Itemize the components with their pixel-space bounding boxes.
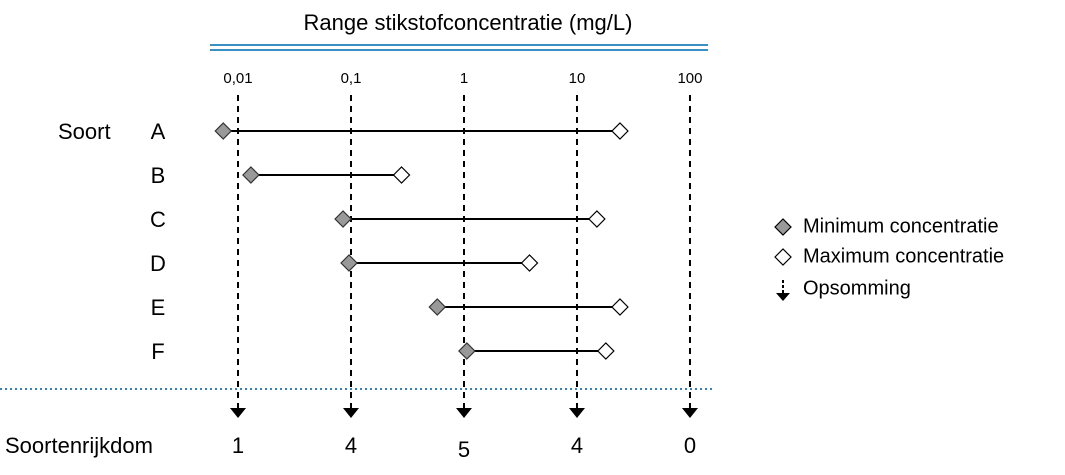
min-marker (214, 122, 233, 140)
x-tick-label: 10 (569, 70, 586, 87)
richness-value: 4 (345, 433, 357, 458)
chart-title: Range stikstofconcentratie (mg/L) (304, 10, 633, 35)
arrow-head (343, 408, 360, 418)
max-marker (596, 342, 615, 360)
richness-value: 5 (458, 437, 470, 462)
legend-label: Maximum concentratie (803, 245, 1004, 267)
category-label: D (150, 251, 166, 276)
legend-marker (774, 248, 792, 266)
category-label: E (151, 295, 166, 320)
legend-arrow (776, 293, 790, 301)
x-tick-label: 100 (677, 70, 702, 87)
arrow-head (681, 408, 698, 418)
max-marker (611, 122, 629, 140)
richness-value: 0 (684, 433, 696, 458)
category-label: A (151, 119, 166, 144)
arrow-head (230, 408, 247, 418)
x-tick-label: 1 (460, 70, 468, 87)
min-marker (428, 298, 447, 316)
max-marker (611, 298, 629, 316)
legend-label: Opsomming (803, 277, 911, 299)
y-axis-label: Soort (58, 119, 111, 144)
richness-label: Soortenrijkdom (5, 433, 153, 458)
category-label: C (150, 207, 166, 232)
min-marker (340, 254, 358, 272)
max-marker (520, 254, 539, 272)
legend-label: Minimum concentratie (803, 215, 999, 237)
x-tick-label: 0,1 (341, 70, 362, 87)
arrow-head (568, 408, 585, 418)
max-marker (392, 166, 411, 184)
category-label: B (151, 163, 166, 188)
min-marker (334, 210, 352, 228)
category-label: F (151, 339, 164, 364)
min-marker (242, 166, 260, 184)
richness-value: 1 (232, 433, 244, 458)
max-marker (588, 210, 606, 228)
x-tick-label: 0,01 (223, 70, 252, 87)
legend-marker (774, 218, 792, 236)
richness-value: 4 (571, 433, 583, 458)
min-marker (458, 342, 476, 360)
arrow-head (456, 408, 472, 418)
